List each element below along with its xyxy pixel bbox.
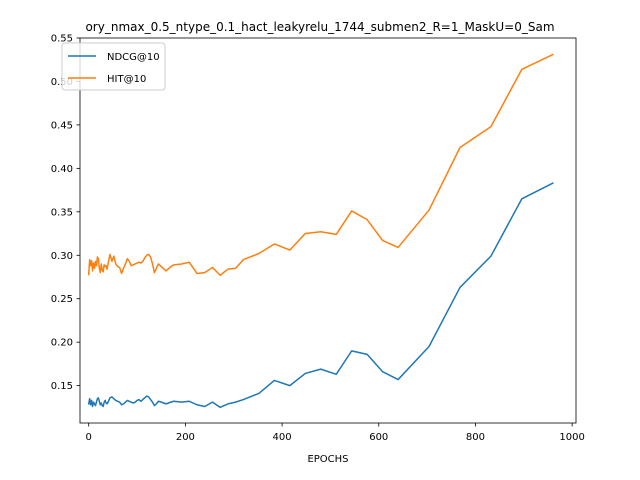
x-tick-label: 0 bbox=[86, 432, 92, 443]
y-tick-label: 0.35 bbox=[51, 207, 73, 218]
y-tick-label: 0.25 bbox=[51, 294, 73, 305]
y-tick-label: 0.20 bbox=[51, 338, 73, 349]
x-tick-label: 200 bbox=[176, 432, 195, 443]
y-tick-label: 0.45 bbox=[51, 120, 73, 131]
plot-frame bbox=[79, 37, 577, 424]
series-line-ndcg10 bbox=[87, 182, 554, 409]
x-axis-label: EPOCHS bbox=[307, 454, 348, 465]
x-tick-label: 600 bbox=[369, 432, 388, 443]
y-tick-label: 0.40 bbox=[51, 164, 73, 175]
y-tick-label: 0.30 bbox=[51, 251, 73, 262]
x-tick-label: 800 bbox=[466, 432, 485, 443]
y-tick-label: 0.55 bbox=[51, 34, 73, 45]
legend: NDCG@10 HIT@10 bbox=[61, 42, 166, 91]
x-tick-label: 400 bbox=[273, 432, 292, 443]
y-tick-label: 0.15 bbox=[51, 381, 73, 392]
x-tick-label: 1000 bbox=[559, 432, 584, 443]
series-line-hit10 bbox=[87, 53, 554, 277]
legend-label-hit10: HIT@10 bbox=[107, 74, 146, 85]
plot-area bbox=[80, 38, 576, 423]
legend-label-ndcg10: NDCG@10 bbox=[107, 52, 160, 63]
series-layer bbox=[87, 53, 554, 409]
chart-title: ory_nmax_0.5_ntype_0.1_hact_leakyrelu_17… bbox=[85, 20, 554, 34]
